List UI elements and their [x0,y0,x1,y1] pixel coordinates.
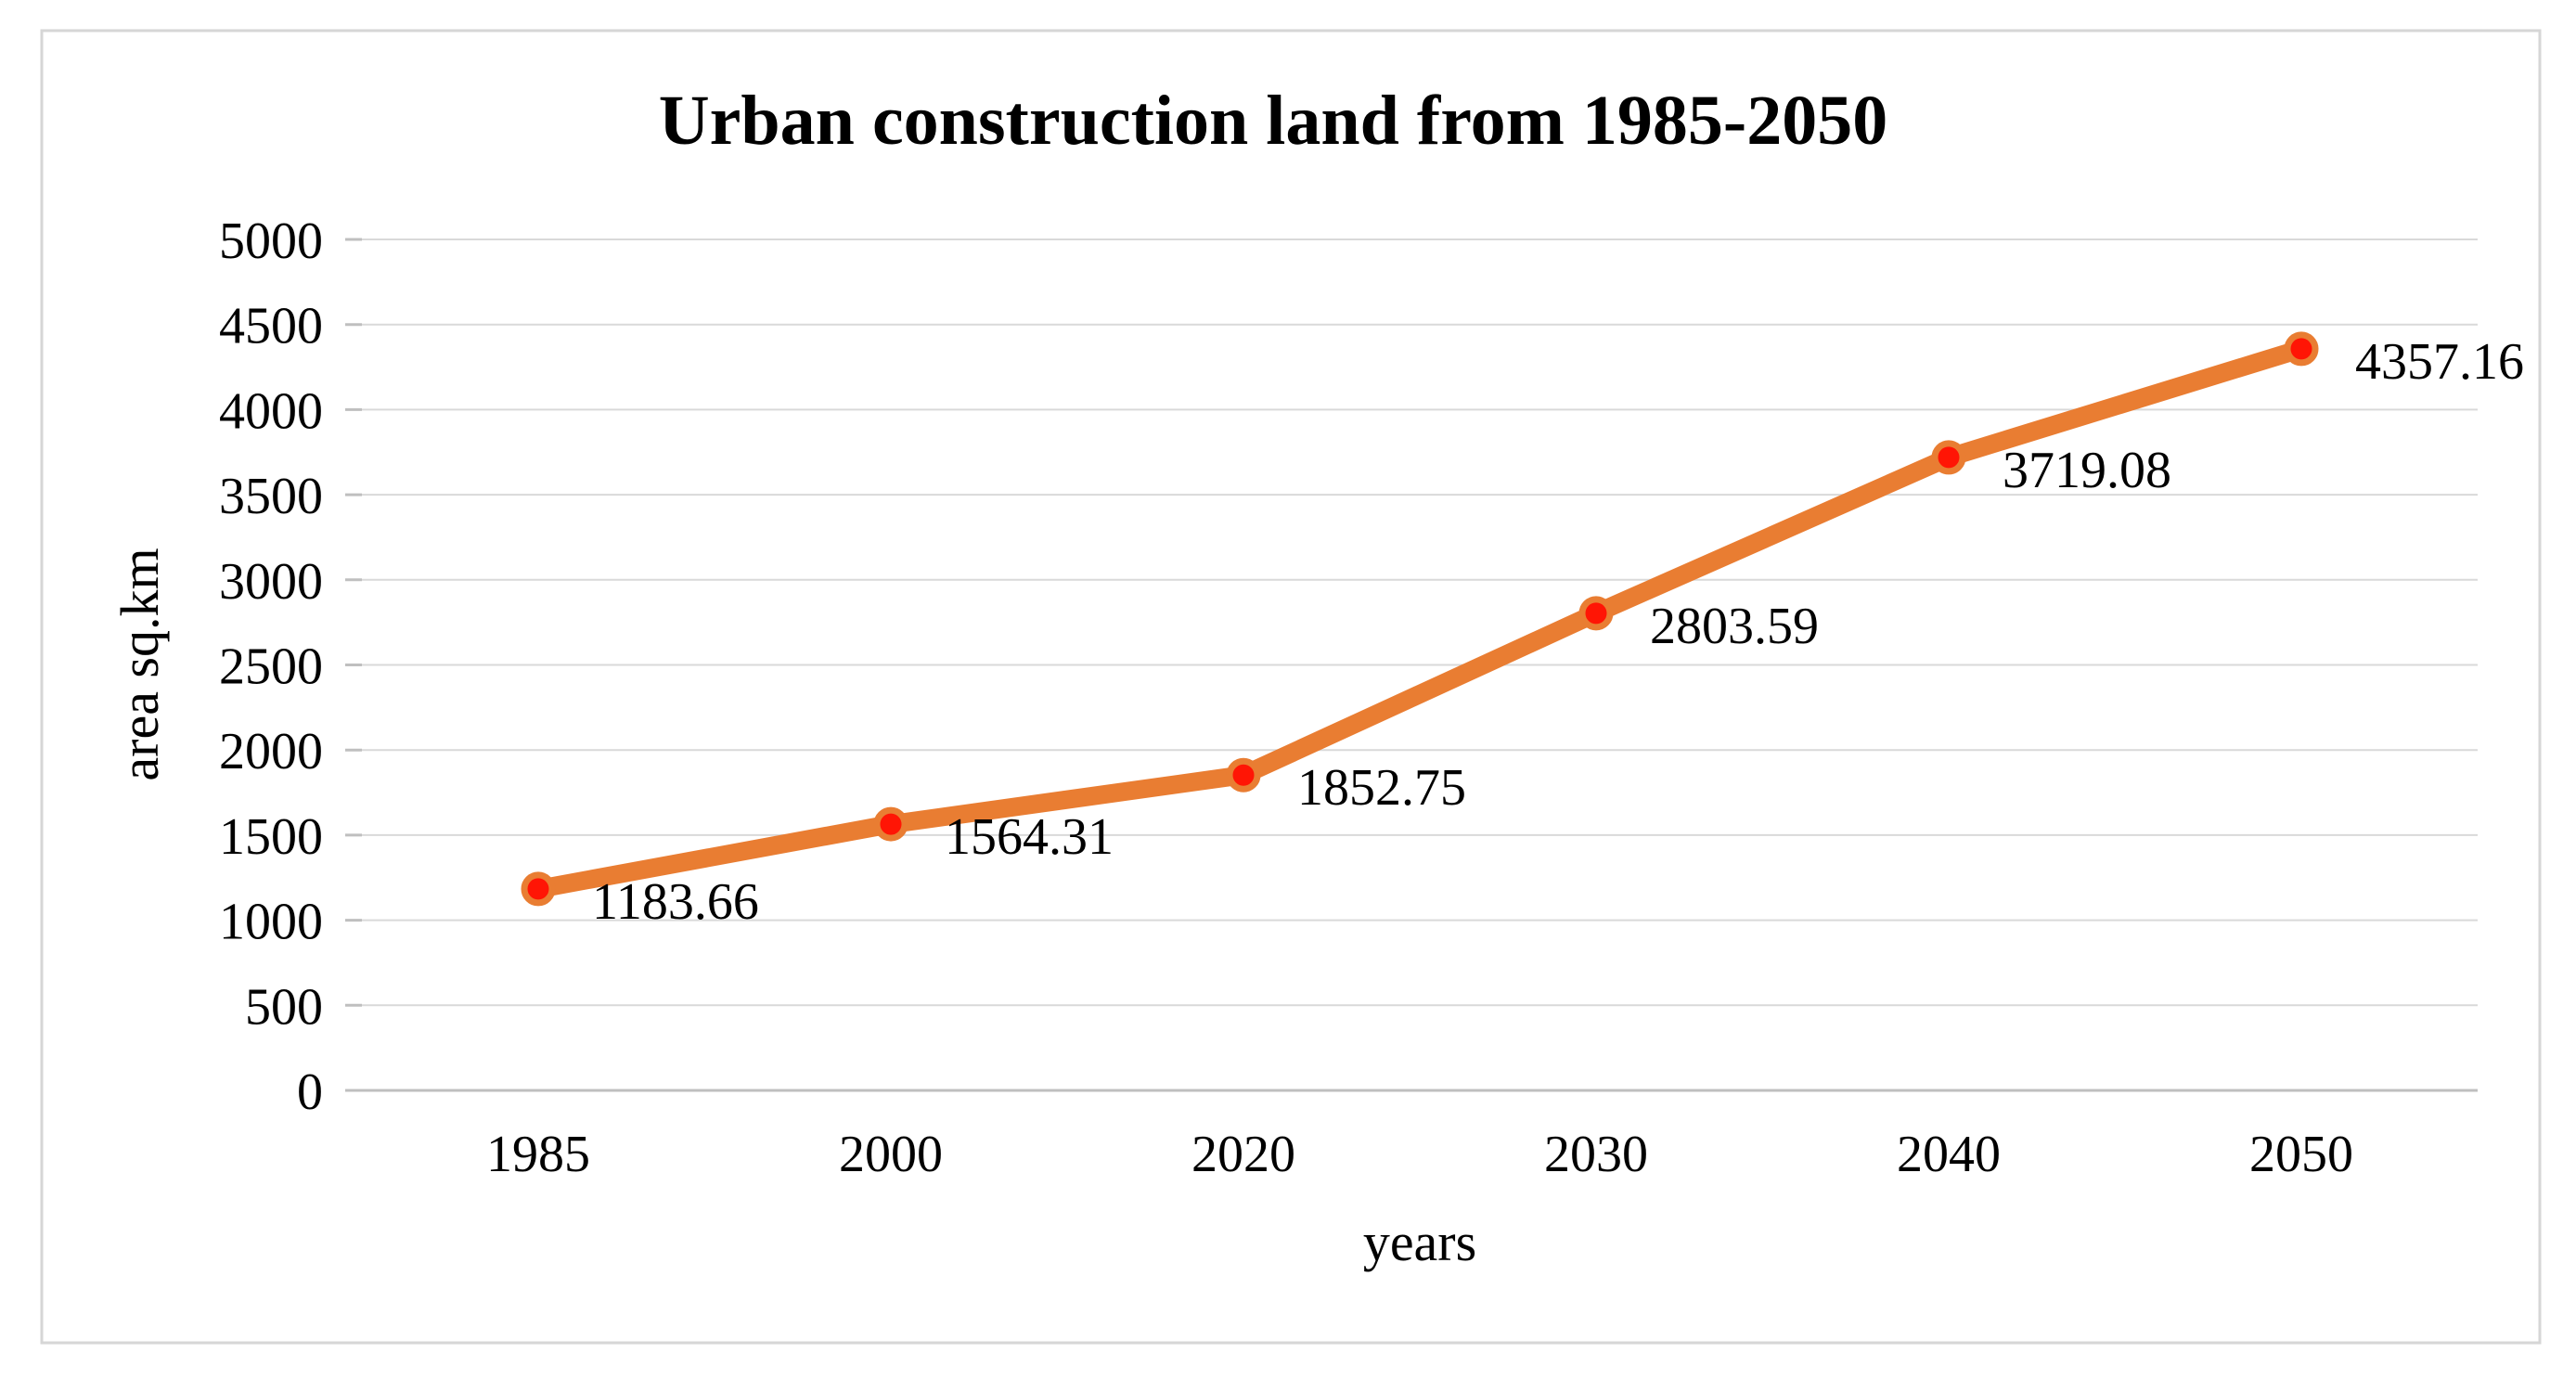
x-axis-title: years [1363,1212,1476,1272]
chart-border [40,29,2542,1345]
y-axis-tick-label: 2000 [219,723,323,780]
series-line-layer [529,339,2311,898]
y-axis-tick-label: 4500 [219,298,323,355]
data-point-marker [1931,440,1966,475]
data-point-label: 4357.16 [2355,333,2524,391]
x-axis-tick-label: 2040 [1897,1126,2001,1183]
x-axis-tick-label: 2030 [1544,1126,1648,1183]
y-axis-tick-label: 3500 [219,468,323,525]
x-axis-labels: 1985 2000 2020 2030 2040 2050 [486,1126,2353,1183]
data-point-marker [521,871,556,907]
y-axis-tick-label: 2500 [219,638,323,696]
y-axis-tick-label: 4000 [219,382,323,440]
y-axis-tick-label: 0 [297,1063,323,1121]
data-point-label: 2803.59 [1650,598,1819,655]
chart-title: Urban construction land from 1985-2050 [659,82,1887,160]
data-point-label: 1183.66 [592,873,759,931]
y-axis-tick-label: 500 [245,978,323,1036]
data-point-label: 3719.08 [2003,442,2171,499]
data-point-labels: 1183.66 1564.31 1852.75 2803.59 3719.08 4357.… [592,333,2524,931]
series-line [529,339,2311,898]
x-axis-tick-label: 2050 [2249,1126,2353,1183]
y-axis-labels: 0 500 1000 1500 2000 2500 3000 3500 4000 4500 5000 [219,213,323,1121]
y-axis-tick-label: 1500 [219,808,323,866]
y-axis-tick-label: 3000 [219,553,323,611]
gridlines [362,238,2478,1092]
data-point-label: 1852.75 [1297,759,1466,817]
data-point-marker [2284,331,2319,367]
x-axis-tick-label: 1985 [486,1126,590,1183]
y-axis-title: area sq.km [109,548,170,780]
data-point-marker [1226,757,1261,793]
data-point-marker [873,806,908,842]
data-point-label: 1564.31 [945,808,1114,866]
x-axis-tick-label: 2000 [839,1126,943,1183]
data-point-markers [521,331,2319,907]
y-axis-tick-label: 1000 [219,894,323,951]
data-point-marker [1578,596,1614,631]
x-axis-tick-label: 2020 [1191,1126,1295,1183]
y-axis-tick-label: 5000 [219,213,323,270]
y-axis-tick-marks [345,238,362,1092]
